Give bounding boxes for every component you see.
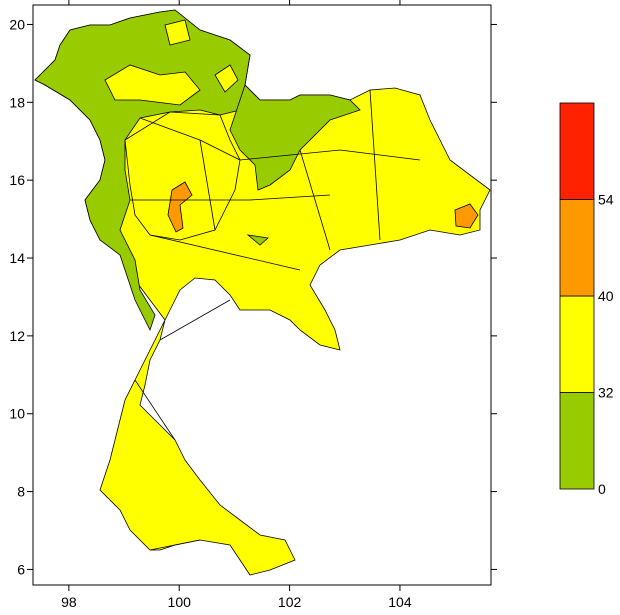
colorbar-label: 40 [598,288,614,304]
x-tick-label: 102 [278,594,302,610]
colorbar-label: 54 [598,192,614,208]
map-frame [32,4,492,586]
colorbar-box [559,295,595,393]
y-tick-label: 20 [9,16,25,32]
y-tick-label: 8 [17,484,25,500]
zone-yellow-north-2 [104,64,201,106]
y-tick-label: 6 [17,561,25,577]
zone-yellow-north-1 [164,19,191,46]
zone-orange-central [167,181,193,233]
y-tick-label: 14 [9,250,25,266]
province-lines [130,89,421,551]
x-tick-label: 100 [168,594,192,610]
colorbar-box [559,392,595,490]
zone-green-central [246,234,269,246]
y-tick-label: 18 [9,94,25,110]
colorbar-label: 0 [598,481,606,497]
axes: 98 100 102 104 6 8 10 12 14 16 18 20 [9,0,497,610]
x-tick-label: 104 [388,594,412,610]
x-tick-label: 98 [61,594,77,610]
colorbar-box [559,199,595,297]
zone-orange-east [454,203,479,229]
zone-yellow-north-3 [214,64,239,93]
y-tick-label: 10 [9,406,25,422]
colorbar: 0 32 40 54 [559,102,614,497]
colorbar-label: 32 [598,385,614,401]
y-tick-label: 16 [9,172,25,188]
colorbar-box [559,102,595,200]
y-tick-label: 12 [9,328,25,344]
thailand-map [34,9,491,576]
zone-green-mekong [229,84,361,191]
